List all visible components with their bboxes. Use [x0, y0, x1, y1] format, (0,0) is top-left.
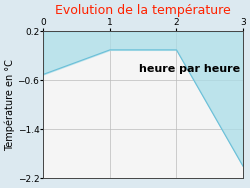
- Text: heure par heure: heure par heure: [139, 64, 240, 74]
- Title: Evolution de la température: Evolution de la température: [55, 4, 231, 17]
- Y-axis label: Température en °C: Température en °C: [4, 59, 15, 151]
